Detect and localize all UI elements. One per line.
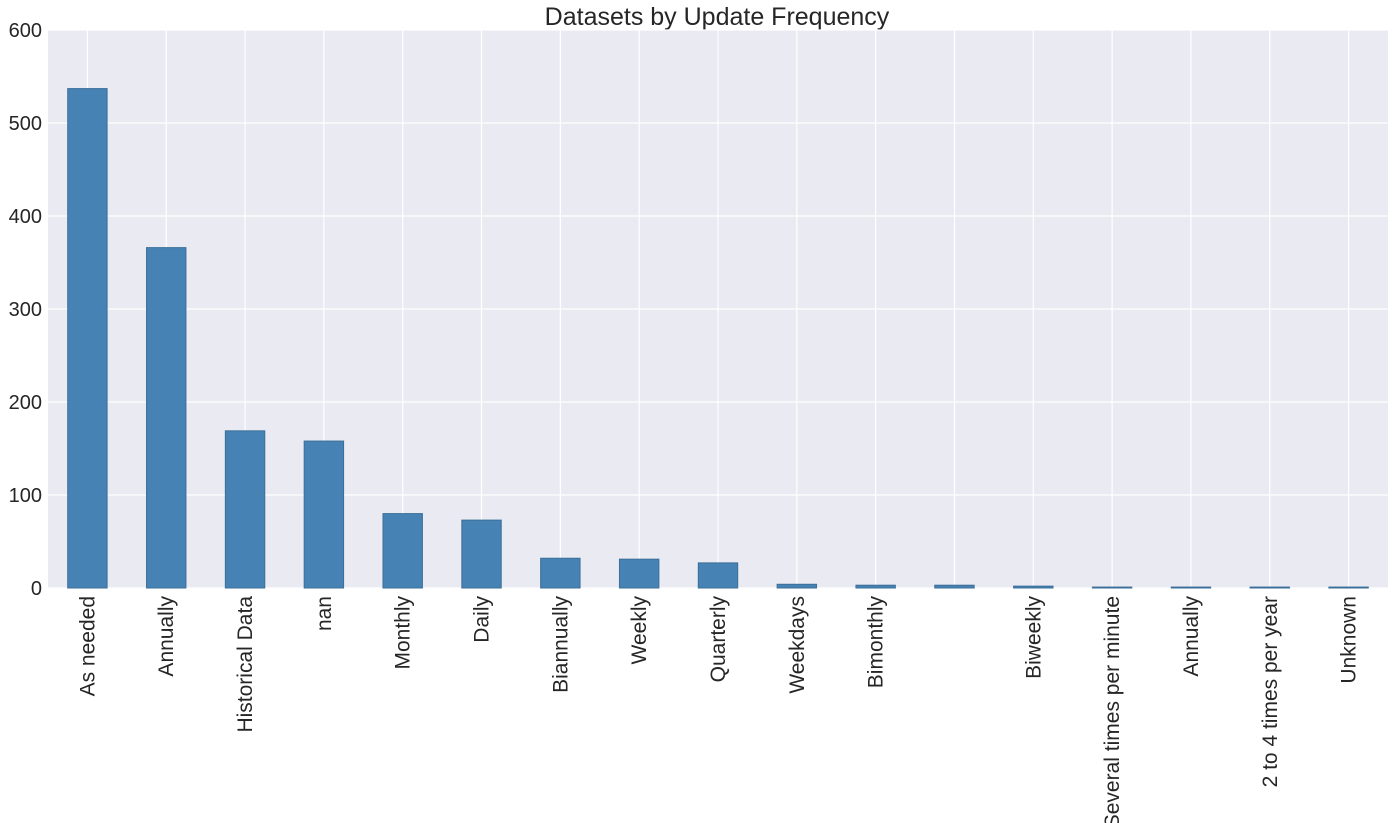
bar — [1170, 586, 1212, 589]
x-tick-label: Historical Data — [234, 596, 257, 733]
bar — [1013, 585, 1054, 589]
x-tick-label: Quarterly — [707, 596, 730, 683]
y-axis-ticks: 0 100 200 300 400 500 600 — [9, 20, 42, 600]
y-tick-label: 600 — [9, 20, 42, 42]
x-tick-label: Weekly — [628, 596, 651, 665]
bar — [1249, 586, 1290, 589]
bar — [697, 562, 739, 589]
x-tick-label: Biweekly — [1022, 596, 1045, 679]
x-tick-label: Daily — [471, 596, 494, 643]
y-tick-label: 400 — [9, 206, 42, 228]
x-tick-label: Monthly — [392, 596, 415, 670]
bar — [855, 584, 896, 589]
bar — [618, 558, 660, 589]
y-tick-label: 100 — [9, 485, 42, 507]
chart-title: Datasets by Update Frequency — [545, 3, 890, 31]
x-tick-label: Annually — [1180, 596, 1203, 677]
y-tick-label: 0 — [31, 578, 42, 600]
x-tick-label: Several times per minute — [1101, 596, 1124, 823]
bar — [224, 430, 266, 589]
bar — [67, 88, 108, 589]
x-tick-label: Bimonthly — [865, 596, 888, 689]
bar — [303, 440, 345, 589]
x-tick-label: nan — [313, 596, 336, 631]
bar — [776, 583, 818, 589]
bar — [1328, 586, 1369, 589]
bar — [382, 513, 423, 589]
y-tick-label: 300 — [9, 299, 42, 321]
x-tick-label: 2 to 4 times per year — [1259, 596, 1282, 787]
x-tick-label: Unknown — [1338, 596, 1361, 684]
bar — [540, 557, 581, 589]
x-axis-ticks: As needed Annually Historical Data nan Month… — [76, 596, 1360, 823]
x-tick-label: As needed — [76, 596, 99, 696]
y-tick-label: 200 — [9, 392, 42, 414]
bars — [67, 88, 1369, 589]
x-tick-label: Biannually — [549, 596, 572, 693]
bar — [146, 247, 187, 589]
x-tick-label: Annually — [155, 596, 178, 677]
y-tick-label: 500 — [9, 113, 42, 135]
bar — [1091, 586, 1133, 589]
bar — [461, 519, 502, 589]
x-tick-label: Weekdays — [786, 596, 809, 694]
bar — [934, 584, 975, 589]
